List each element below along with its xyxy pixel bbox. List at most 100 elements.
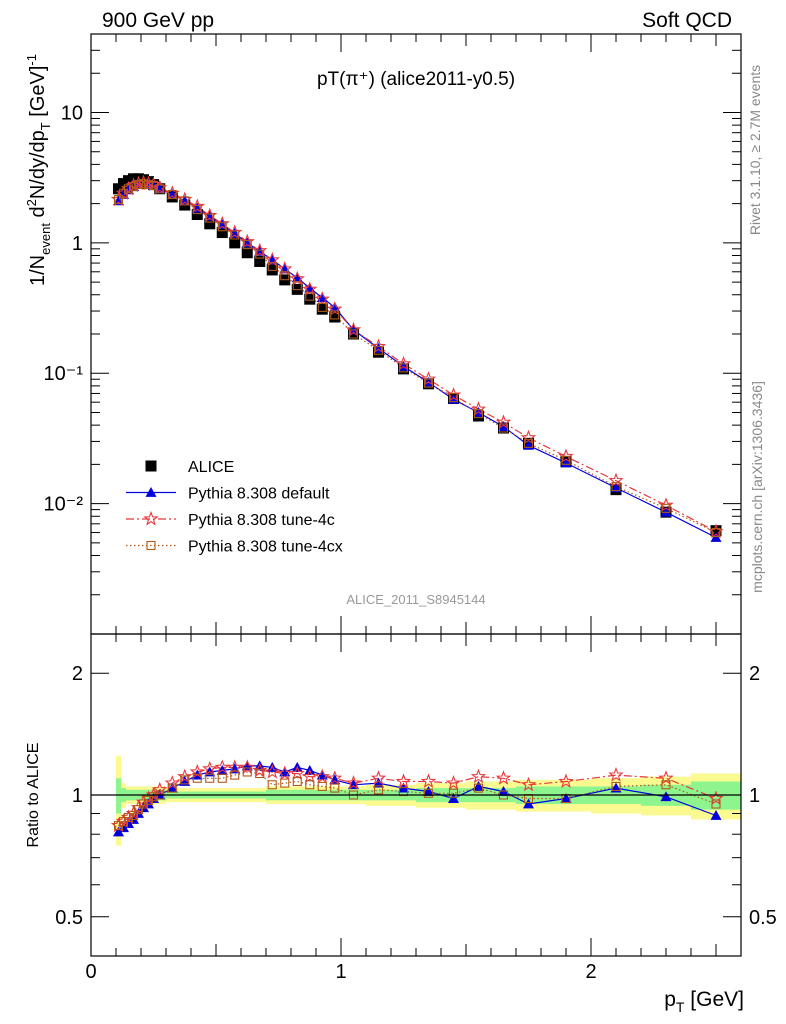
- legend-label-tune4cx: Pythia 8.308 tune-4cx: [188, 539, 343, 556]
- point-tune4c: [345, 321, 362, 337]
- point-tune4cx: [180, 196, 190, 206]
- ratio-point-tune4cx: [133, 805, 144, 815]
- ratio-point-tune4c: [252, 762, 268, 777]
- point-tune4cx: [230, 230, 240, 240]
- point-tune4c: [445, 387, 462, 402]
- y-tick-label-ratio: 2: [72, 663, 83, 685]
- ratio-point-tune4c: [495, 770, 512, 785]
- point-tune4c: [214, 215, 230, 231]
- y-tick-label-main: 10⁻²: [44, 494, 84, 516]
- point-alice: [191, 209, 203, 221]
- point-alice: [229, 237, 241, 249]
- y-tick-label-ratio-right: 0.5: [749, 907, 777, 929]
- point-tune4c: [520, 429, 537, 445]
- point-tune4cx: [167, 189, 177, 200]
- ratio-panel: 0.5 0.5 1 1 2 2 0 1 2: [55, 633, 777, 983]
- ratio-point-tune4c: [470, 768, 487, 784]
- ratio-point-default: [473, 780, 484, 791]
- point-alice: [204, 218, 216, 230]
- ratio-point-tune4c: [708, 790, 724, 806]
- point-tune4cx: [267, 261, 277, 271]
- point-tune4cx: [711, 527, 721, 538]
- point-tune4cx: [155, 184, 165, 194]
- ratio-point-default: [348, 779, 359, 790]
- point-tune4cx: [133, 180, 144, 190]
- main-panel: 10⁻² 10⁻¹ 1 10 pT(π⁺) (alice2011-y0.5) ALIC…: [44, 33, 742, 635]
- point-alice: [241, 247, 253, 259]
- legend-marker-tune4c: [143, 510, 159, 526]
- ratio-point-tune4c: [202, 760, 218, 776]
- legend: ALICE Pythia 8.308 default Pythia 8.308 tu…: [126, 459, 343, 556]
- ratio-point-tune4cx: [373, 785, 384, 795]
- legend-marker-tune4cx: [146, 540, 156, 551]
- ratio-point-tune4cx: [167, 783, 177, 793]
- ratio-point-tune4cx: [180, 775, 190, 785]
- point-tune4cx: [192, 205, 202, 215]
- ratio-point-tune4cx: [230, 770, 240, 780]
- point-tune4c: [327, 301, 343, 316]
- point-tune4c: [558, 448, 574, 463]
- ratio-point-tune4cx: [711, 799, 721, 809]
- ratio-point-default: [660, 791, 672, 802]
- x-tick-label: 1: [335, 961, 346, 983]
- y-tick-label-main: 10: [61, 102, 83, 124]
- ratio-point-tune4cx: [448, 788, 459, 798]
- point-tune4cx: [398, 363, 409, 373]
- x-tick-label: 0: [85, 961, 96, 983]
- ratio-point-tune4c: [164, 775, 180, 790]
- ratio-point-default: [166, 782, 178, 793]
- point-alice: [329, 311, 341, 323]
- ratio-point-tune4cx: [611, 781, 621, 791]
- point-tune4c: [189, 198, 205, 214]
- ratio-point-tune4c: [214, 759, 230, 775]
- point-tune4cx: [423, 378, 434, 388]
- point-alice: [304, 293, 316, 305]
- point-tune4c: [314, 291, 330, 306]
- point-tune4cx: [348, 329, 359, 339]
- series-line-tune4cx: [118, 182, 717, 534]
- ratio-point-tune4cx: [255, 768, 265, 779]
- ratio-point-tune4cx: [148, 792, 159, 802]
- legend-marker-default: [145, 487, 157, 497]
- ratio-point-tune4c: [135, 794, 152, 809]
- point-default: [373, 342, 384, 353]
- ratio-point-default: [423, 786, 434, 796]
- point-tune4cx: [143, 180, 154, 190]
- point-tune4cx: [448, 393, 459, 403]
- legend-label-alice: ALICE: [188, 459, 234, 476]
- ratio-point-tune4c: [277, 765, 293, 781]
- legend-marker-alice: [145, 460, 157, 472]
- point-default: [498, 421, 509, 431]
- ratio-point-tune4c: [395, 773, 412, 788]
- point-tune4cx: [255, 249, 265, 259]
- point-tune4c: [608, 472, 624, 488]
- point-tune4c: [125, 177, 142, 193]
- analysis-id: ALICE_2011_S8945144: [346, 592, 485, 607]
- point-tune4cx: [561, 455, 571, 465]
- y-tick-label-main: 10⁻¹: [44, 363, 84, 385]
- y-tick-label-ratio-right: 1: [749, 785, 760, 807]
- plot-title: pT(π⁺) (alice2011-y0.5): [317, 69, 515, 90]
- ratio-point-tune4c: [110, 817, 127, 833]
- ratio-point-tune4cx: [128, 810, 139, 821]
- point-tune4c: [164, 185, 180, 200]
- ratio-point-tune4c: [120, 809, 137, 824]
- y-tick-label-main: 1: [72, 233, 83, 255]
- ratio-point-tune4cx: [423, 788, 434, 798]
- ratio-point-tune4cx: [267, 780, 277, 790]
- point-tune4cx: [661, 503, 671, 513]
- point-tune4cx: [611, 482, 621, 492]
- point-tune4cx: [138, 179, 149, 189]
- y-tick-label-ratio: 1: [72, 785, 83, 807]
- ratio-point-tune4cx: [217, 773, 227, 783]
- rivet-version: Rivet 3.1.10, ≥ 2.7M events: [747, 65, 763, 235]
- y-axis-label-main: 1/Nevent d2N/dy/dpT [GeV]-1: [24, 54, 53, 286]
- ratio-point-tune4cx: [292, 776, 302, 787]
- y-tick-label-ratio-right: 2: [749, 663, 760, 685]
- ratio-point-default: [329, 774, 341, 785]
- ratio-point-tune4c: [115, 813, 132, 829]
- ratio-point-tune4c: [370, 770, 387, 785]
- legend-label-tune4c: Pythia 8.308 tune-4c: [188, 512, 335, 529]
- ratio-point-tune4cx: [242, 767, 252, 777]
